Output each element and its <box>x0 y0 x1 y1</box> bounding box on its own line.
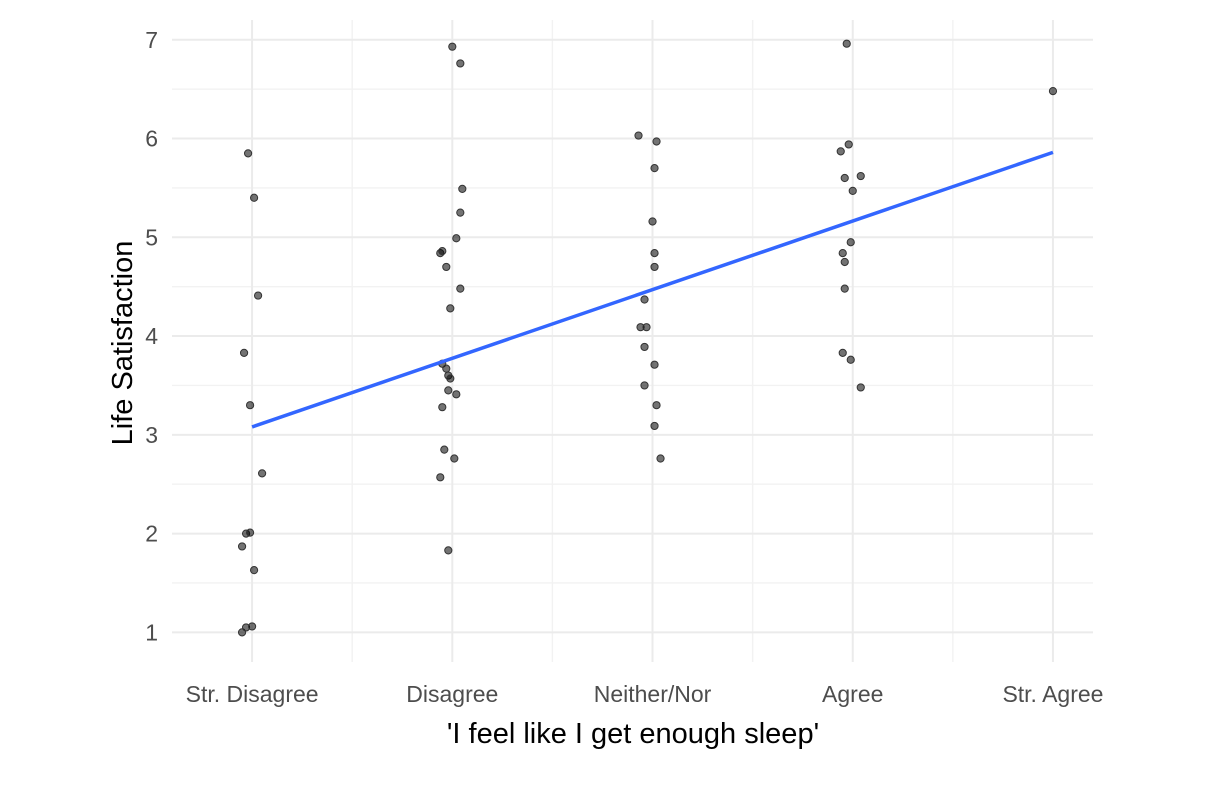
data-point <box>448 42 457 51</box>
x-tick-label: Str. Agree <box>1002 681 1103 707</box>
y-axis-title: Life Satisfaction <box>107 241 139 446</box>
data-point <box>446 374 455 383</box>
y-axis-tick-labels: 1 2 3 4 5 6 7 <box>145 27 158 646</box>
data-point <box>456 59 465 68</box>
data-point <box>456 208 465 217</box>
major-gridlines-y <box>172 38 1093 634</box>
y-tick-label: 2 <box>145 521 158 547</box>
data-point <box>440 445 449 454</box>
data-point <box>840 284 849 293</box>
data-point <box>838 348 847 357</box>
data-point <box>652 401 661 410</box>
data-point <box>446 304 455 313</box>
data-point <box>456 284 465 293</box>
data-point <box>650 248 659 258</box>
data-point <box>650 421 659 431</box>
x-axis-tick-labels: Str. Disagree Disagree Neither/Nor Agree Str… <box>186 681 1104 707</box>
data-point <box>656 454 665 463</box>
data-point <box>836 147 845 156</box>
data-point <box>239 348 249 357</box>
data-point <box>856 171 865 181</box>
data-point <box>640 381 649 390</box>
major-gridlines-x <box>251 20 1054 662</box>
y-tick-label: 6 <box>145 126 158 152</box>
data-point <box>848 186 857 195</box>
data-point <box>458 184 467 193</box>
data-point <box>846 355 855 364</box>
data-point <box>838 248 847 258</box>
data-point <box>640 342 649 352</box>
data-point <box>1048 87 1058 96</box>
data-point <box>856 383 865 392</box>
data-point <box>844 140 853 149</box>
data-point <box>846 238 855 247</box>
data-point <box>249 566 259 575</box>
data-point <box>452 390 461 399</box>
data-point <box>253 291 263 300</box>
data-point <box>444 386 453 395</box>
x-tick-label: Disagree <box>406 681 498 707</box>
data-point <box>648 217 657 226</box>
data-point <box>450 454 459 463</box>
data-point <box>650 360 659 369</box>
y-tick-label: 4 <box>145 323 158 349</box>
data-point <box>438 403 447 412</box>
x-tick-label: Str. Disagree <box>186 681 319 707</box>
data-points <box>237 39 1058 637</box>
data-point <box>249 193 259 202</box>
data-point <box>247 622 257 631</box>
data-point <box>442 262 451 272</box>
data-point <box>634 131 643 140</box>
data-point <box>436 473 445 482</box>
data-point <box>444 546 453 555</box>
y-tick-label: 1 <box>145 619 158 645</box>
data-point <box>840 173 849 183</box>
y-tick-label: 7 <box>145 27 158 53</box>
data-point <box>237 542 247 551</box>
regression-line <box>251 150 1054 429</box>
data-point <box>650 262 659 272</box>
data-point <box>257 469 267 478</box>
data-point <box>452 234 461 243</box>
minor-gridlines-y <box>172 88 1093 584</box>
data-point <box>245 528 255 537</box>
data-point <box>840 257 849 267</box>
data-point <box>442 364 451 373</box>
y-tick-label: 3 <box>145 422 158 448</box>
data-point <box>842 39 851 48</box>
minor-gridlines-x <box>351 20 954 662</box>
y-tick-label: 5 <box>145 224 158 250</box>
data-point <box>438 247 447 256</box>
x-tick-label: Neither/Nor <box>594 681 712 707</box>
data-point <box>245 401 255 410</box>
data-point <box>652 137 661 146</box>
data-point <box>642 323 651 332</box>
data-point <box>243 149 253 158</box>
x-tick-label: Agree <box>822 681 883 707</box>
data-point <box>650 164 659 173</box>
x-axis-title: 'I feel like I get enough sleep' <box>447 718 819 750</box>
data-point <box>640 295 649 304</box>
